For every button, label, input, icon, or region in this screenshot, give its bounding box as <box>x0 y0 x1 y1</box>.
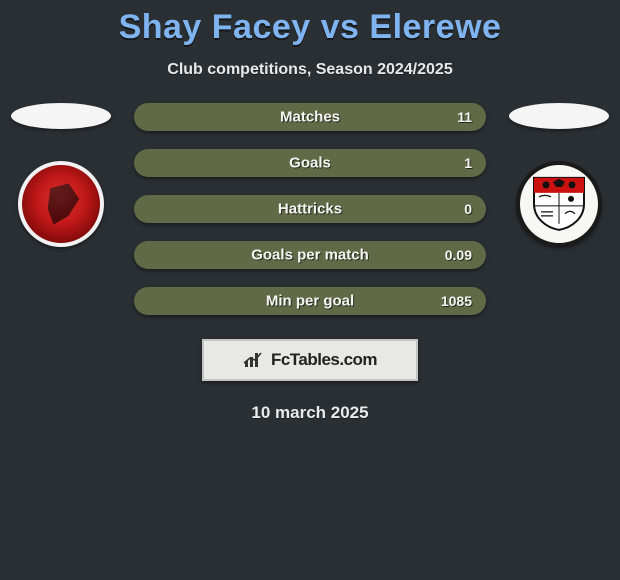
stat-label: Hattricks <box>278 201 342 218</box>
club-crest-left <box>18 161 104 247</box>
stat-row: Min per goal 1085 <box>134 287 486 315</box>
stat-value: 0.09 <box>445 247 472 263</box>
stat-value: 1085 <box>441 293 472 309</box>
stat-label: Matches <box>280 109 340 126</box>
page-subtitle: Club competitions, Season 2024/2025 <box>0 61 620 79</box>
club-crest-right <box>516 161 602 247</box>
stat-value: 0 <box>464 201 472 217</box>
player-right-column <box>504 103 614 247</box>
player-left-placeholder <box>11 103 111 129</box>
player-left-column <box>6 103 116 247</box>
attribution-text: FcTables.com <box>271 350 377 370</box>
stat-row: Goals per match 0.09 <box>134 241 486 269</box>
stat-value: 11 <box>457 109 472 125</box>
player-right-placeholder <box>509 103 609 129</box>
stat-row: Hattricks 0 <box>134 195 486 223</box>
attribution-badge[interactable]: FcTables.com <box>202 339 418 381</box>
stat-label: Goals <box>289 155 331 172</box>
stat-label: Goals per match <box>251 247 369 264</box>
stat-label: Min per goal <box>266 293 354 310</box>
shield-icon <box>531 174 587 232</box>
page-title: Shay Facey vs Elerewe <box>0 8 620 47</box>
stat-value: 1 <box>464 155 472 171</box>
stats-list: Matches 11 Goals 1 Hattricks 0 Goals per… <box>116 103 504 315</box>
bar-chart-icon <box>243 351 265 369</box>
comparison-card: Shay Facey vs Elerewe Club competitions,… <box>0 0 620 423</box>
stat-row: Goals 1 <box>134 149 486 177</box>
main-row: Matches 11 Goals 1 Hattricks 0 Goals per… <box>0 103 620 315</box>
stat-row: Matches 11 <box>134 103 486 131</box>
date-label: 10 march 2025 <box>0 403 620 423</box>
